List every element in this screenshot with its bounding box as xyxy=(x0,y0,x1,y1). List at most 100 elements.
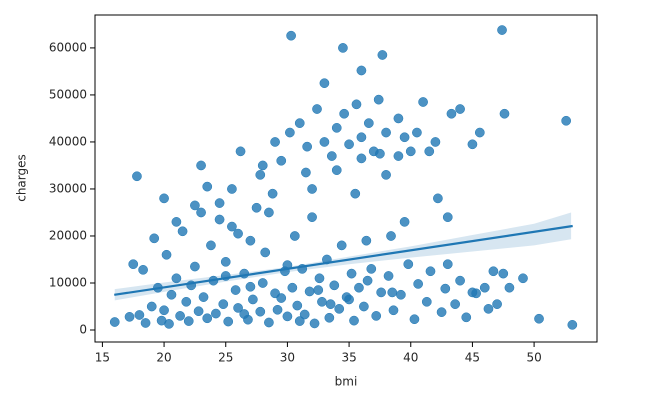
x-tick-label: 40 xyxy=(403,351,418,365)
point xyxy=(393,113,404,124)
point xyxy=(164,319,174,329)
point xyxy=(326,151,337,161)
point xyxy=(159,193,169,204)
point xyxy=(436,307,447,317)
point xyxy=(381,170,391,180)
point xyxy=(344,139,354,150)
point xyxy=(124,311,135,322)
point xyxy=(363,118,374,128)
x-axis-label: bmi xyxy=(335,375,358,389)
point xyxy=(339,108,349,119)
point xyxy=(319,78,330,89)
point xyxy=(361,235,372,246)
point xyxy=(366,264,377,274)
point xyxy=(319,137,330,147)
y-tick-label: 30000 xyxy=(49,181,87,195)
point xyxy=(440,283,451,294)
point xyxy=(497,25,507,35)
point xyxy=(403,259,414,270)
point xyxy=(270,137,280,147)
point xyxy=(181,296,192,307)
point xyxy=(375,148,385,159)
point xyxy=(461,312,472,323)
point xyxy=(198,292,209,302)
point xyxy=(292,300,303,311)
point xyxy=(561,115,572,126)
point xyxy=(255,306,266,317)
point xyxy=(294,118,305,128)
point xyxy=(220,256,231,267)
point xyxy=(356,65,367,76)
point xyxy=(442,212,453,223)
point xyxy=(356,153,367,164)
point xyxy=(272,304,283,315)
point xyxy=(227,221,237,232)
point xyxy=(518,273,528,284)
point xyxy=(146,301,157,312)
point xyxy=(467,139,478,150)
point xyxy=(455,104,465,114)
point xyxy=(140,318,151,328)
point xyxy=(149,233,160,244)
point xyxy=(421,296,432,307)
point xyxy=(302,141,312,152)
point xyxy=(257,160,268,171)
point xyxy=(206,240,216,251)
point xyxy=(301,167,311,178)
point xyxy=(233,228,243,239)
point xyxy=(325,299,336,310)
point xyxy=(498,268,509,279)
point xyxy=(202,181,213,192)
point xyxy=(338,43,348,53)
point xyxy=(442,259,453,270)
point xyxy=(190,261,200,272)
x-tick-label: 20 xyxy=(156,351,171,365)
point xyxy=(260,247,271,258)
point xyxy=(138,264,148,275)
point xyxy=(504,282,515,293)
point xyxy=(388,305,399,316)
point xyxy=(264,317,274,328)
point xyxy=(196,160,206,171)
x-tick-label: 30 xyxy=(280,351,295,365)
x-tick-label: 50 xyxy=(526,351,541,365)
point xyxy=(317,296,327,307)
point xyxy=(396,289,406,300)
point xyxy=(393,151,404,161)
point xyxy=(373,94,384,105)
point xyxy=(161,249,172,260)
point xyxy=(177,226,188,237)
point xyxy=(245,235,256,246)
point xyxy=(314,273,325,284)
point xyxy=(334,304,345,314)
point xyxy=(307,212,317,223)
point xyxy=(425,266,436,277)
point xyxy=(193,306,204,317)
point xyxy=(227,184,237,194)
point xyxy=(344,294,354,305)
point xyxy=(211,308,221,319)
point xyxy=(289,231,300,241)
point xyxy=(534,313,544,324)
point xyxy=(399,217,410,227)
point xyxy=(405,146,416,157)
point xyxy=(294,316,305,326)
point xyxy=(218,299,229,310)
point xyxy=(455,275,465,286)
point xyxy=(446,108,457,119)
point xyxy=(499,108,510,119)
point xyxy=(356,132,367,143)
y-tick-label: 60000 xyxy=(49,40,87,54)
point xyxy=(257,278,268,288)
point xyxy=(183,316,194,326)
point xyxy=(287,282,298,293)
point xyxy=(474,127,485,138)
point xyxy=(488,266,499,277)
point xyxy=(362,275,373,286)
point xyxy=(196,207,206,218)
point xyxy=(255,170,266,180)
point xyxy=(412,127,422,138)
point xyxy=(171,217,182,227)
point xyxy=(383,271,394,281)
